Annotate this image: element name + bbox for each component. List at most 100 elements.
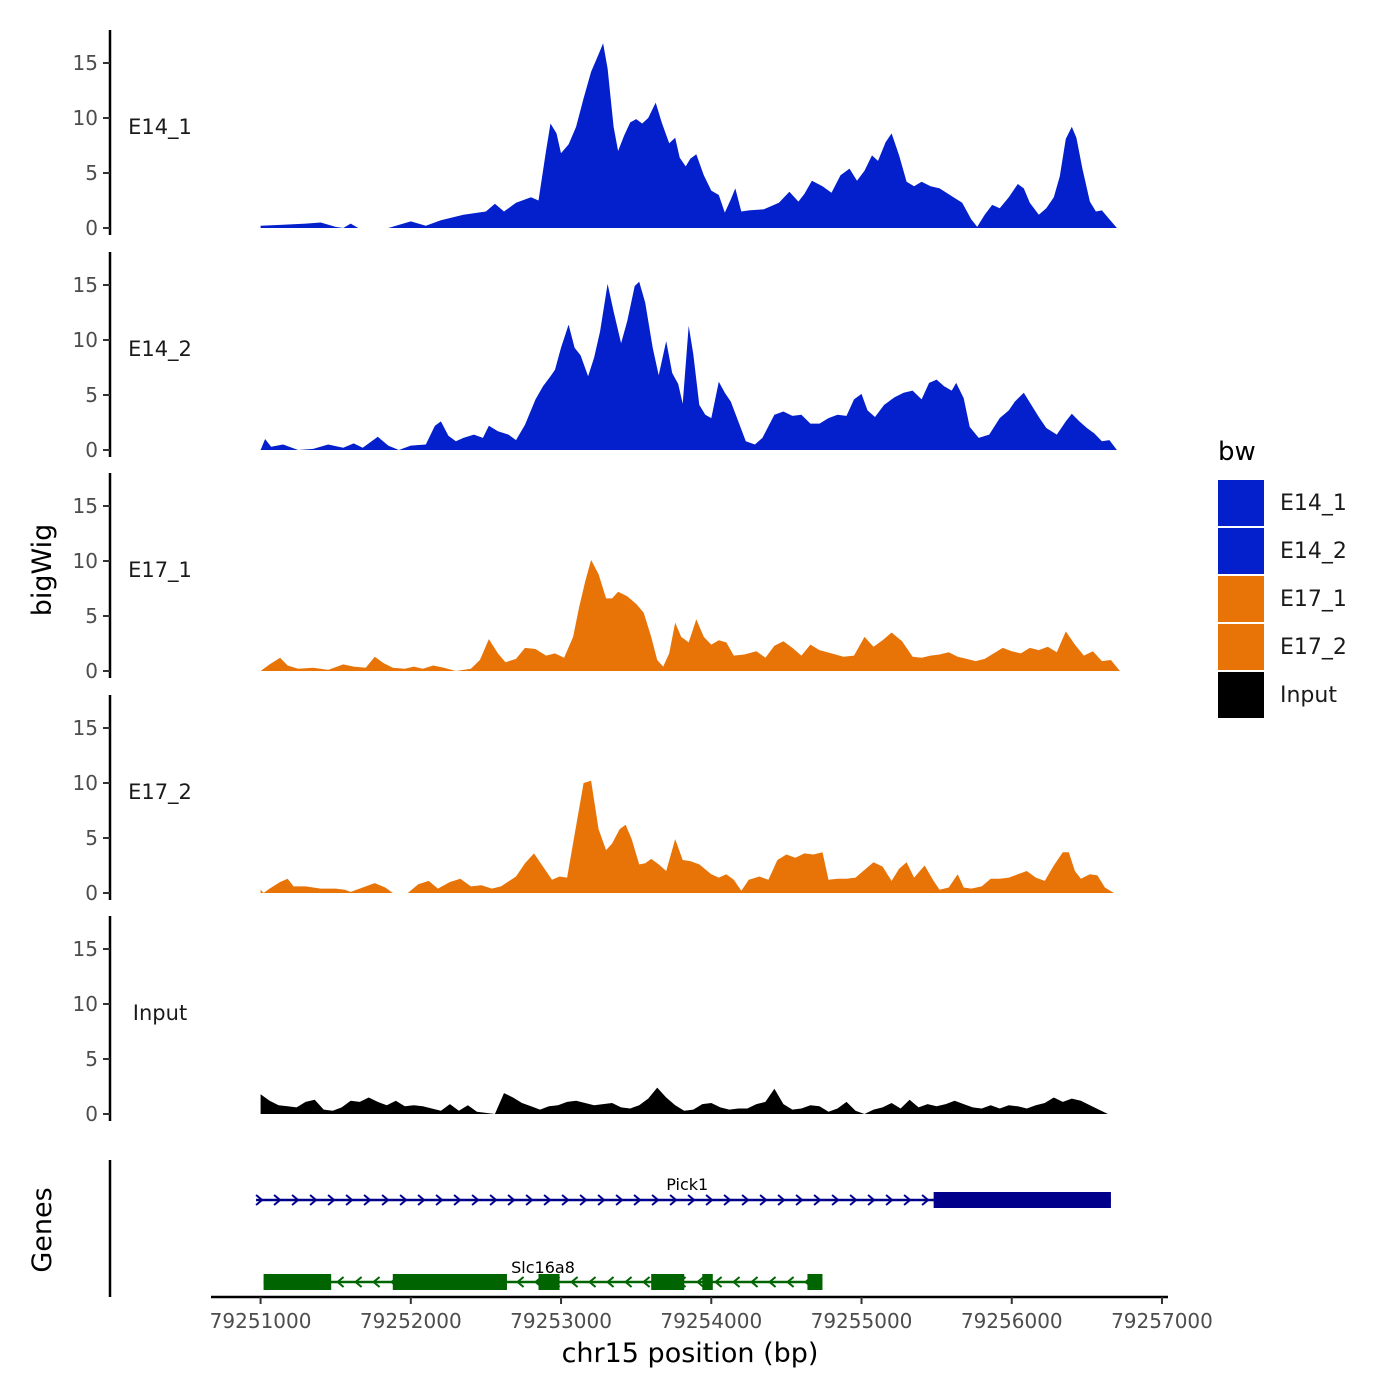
strand-arrow [453, 1194, 462, 1206]
strand-arrow [849, 1194, 858, 1206]
strand-arrow [633, 1194, 642, 1206]
legend-label: Input [1280, 683, 1337, 708]
gene-exon [651, 1274, 685, 1290]
legend-label: E14_2 [1280, 539, 1347, 564]
y-tick-label: 0 [85, 659, 98, 683]
track-E14_2: 0 5 10 15 E14_2 [73, 252, 1117, 462]
y-tick-label: 0 [85, 216, 98, 240]
track-label: E17_2 [128, 780, 192, 805]
gene-exon [392, 1274, 507, 1290]
y-tick-label: 0 [85, 881, 98, 905]
strand-arrow [417, 1194, 426, 1206]
strand-arrow [525, 1194, 534, 1206]
track-label: E14_2 [128, 337, 192, 362]
strand-arrow [597, 1194, 606, 1206]
gene-label: Slc16a8 [511, 1258, 575, 1277]
track-E17_2: 0 5 10 15 E17_2 [73, 695, 1114, 905]
legend-key-Input [1218, 672, 1264, 718]
track-label: E17_1 [128, 558, 192, 583]
x-tick-label: 79251000 [210, 1309, 312, 1333]
coverage-area-E14_2 [260, 281, 1117, 450]
legend-label: E14_1 [1280, 491, 1347, 516]
legend-key-E17_1 [1218, 576, 1264, 622]
gene-exon [538, 1274, 560, 1290]
coverage-area-E17_1 [260, 559, 1120, 671]
strand-arrow [399, 1194, 408, 1206]
x-tick-label: 79254000 [660, 1309, 762, 1333]
strand-arrow [741, 1194, 750, 1206]
strand-arrow [471, 1194, 480, 1206]
y-tick-label: 10 [73, 106, 98, 130]
y-tick-label: 5 [85, 383, 98, 407]
gene-Slc16a8: Slc16a8 [263, 1258, 823, 1290]
coverage-area-E17_2 [260, 780, 1114, 893]
strand-arrow [309, 1194, 318, 1206]
y-tick-label: 10 [73, 771, 98, 795]
x-tick-label: 79257000 [1111, 1309, 1213, 1333]
strand-arrow [921, 1194, 930, 1206]
strand-arrow [570, 1276, 579, 1288]
coverage-area-Input [260, 1087, 1108, 1114]
strand-arrow [543, 1194, 552, 1206]
strand-arrow [777, 1194, 786, 1206]
strand-arrow [903, 1194, 912, 1206]
gene-exon [263, 1274, 332, 1290]
legend-key-E17_2 [1218, 624, 1264, 670]
x-axis-title: chr15 position (bp) [562, 1338, 819, 1369]
gene-exon [933, 1192, 1111, 1208]
x-tick-label: 79252000 [360, 1309, 462, 1333]
strand-arrow [750, 1276, 759, 1288]
legend-label: E17_2 [1280, 635, 1347, 660]
strand-arrow [327, 1194, 336, 1206]
strand-arrow [588, 1276, 597, 1288]
x-axis: 79251000 79252000 79253000 79254000 79255000… [210, 1295, 1213, 1333]
strand-arrow [732, 1276, 741, 1288]
strand-arrow [579, 1194, 588, 1206]
y-tick-label: 5 [85, 826, 98, 850]
gene-track: Pick1 Slc16a8 [108, 1160, 1111, 1297]
y-tick-label: 5 [85, 1047, 98, 1071]
strand-arrow [273, 1194, 282, 1206]
strand-arrow [489, 1194, 498, 1206]
y-axis-title: bigWig [27, 524, 58, 617]
legend-label: E17_1 [1280, 587, 1347, 612]
strand-arrow [705, 1194, 714, 1206]
strand-arrow [516, 1276, 525, 1288]
strand-arrow [696, 1276, 705, 1288]
coverage-area-E14_1 [260, 43, 1117, 229]
strand-arrow [768, 1276, 777, 1288]
strand-arrow [507, 1194, 516, 1206]
legend-key-E14_2 [1218, 528, 1264, 574]
strand-arrow [885, 1194, 894, 1206]
strand-arrow [435, 1194, 444, 1206]
strand-arrow [606, 1276, 615, 1288]
track-label: E14_1 [128, 115, 192, 140]
strand-arrow [642, 1276, 651, 1288]
y-tick-label: 5 [85, 604, 98, 628]
track-E17_1: 0 5 10 15 E17_1 [73, 473, 1120, 683]
track-Input: 0 5 10 15 Input [73, 916, 1108, 1126]
strand-arrow [624, 1276, 633, 1288]
strand-arrow [687, 1194, 696, 1206]
strand-arrow [867, 1194, 876, 1206]
strand-arrow [363, 1194, 372, 1206]
y-tick-label: 15 [73, 937, 98, 961]
strand-arrow [291, 1194, 300, 1206]
legend-title: bw [1218, 437, 1256, 467]
strand-arrow [381, 1194, 390, 1206]
x-tick-label: 79256000 [961, 1309, 1063, 1333]
strand-arrow [651, 1194, 660, 1206]
y-tick-label: 5 [85, 161, 98, 185]
coverage-tracks: 0 5 10 15 E14_1 0 5 10 15 E14_2 0 5 10 15 E17_1 0 5 10 15 E… [73, 30, 1120, 1126]
strand-arrow [714, 1276, 723, 1288]
gene-label: Pick1 [666, 1175, 708, 1194]
gene-exon [807, 1274, 823, 1290]
y-tick-label: 10 [73, 549, 98, 573]
track-label: Input [133, 1001, 187, 1025]
genes-axis-title: Genes [27, 1187, 58, 1272]
legend-key-E14_1 [1218, 480, 1264, 526]
strand-arrow [786, 1276, 795, 1288]
y-tick-label: 15 [73, 716, 98, 740]
y-tick-label: 0 [85, 438, 98, 462]
